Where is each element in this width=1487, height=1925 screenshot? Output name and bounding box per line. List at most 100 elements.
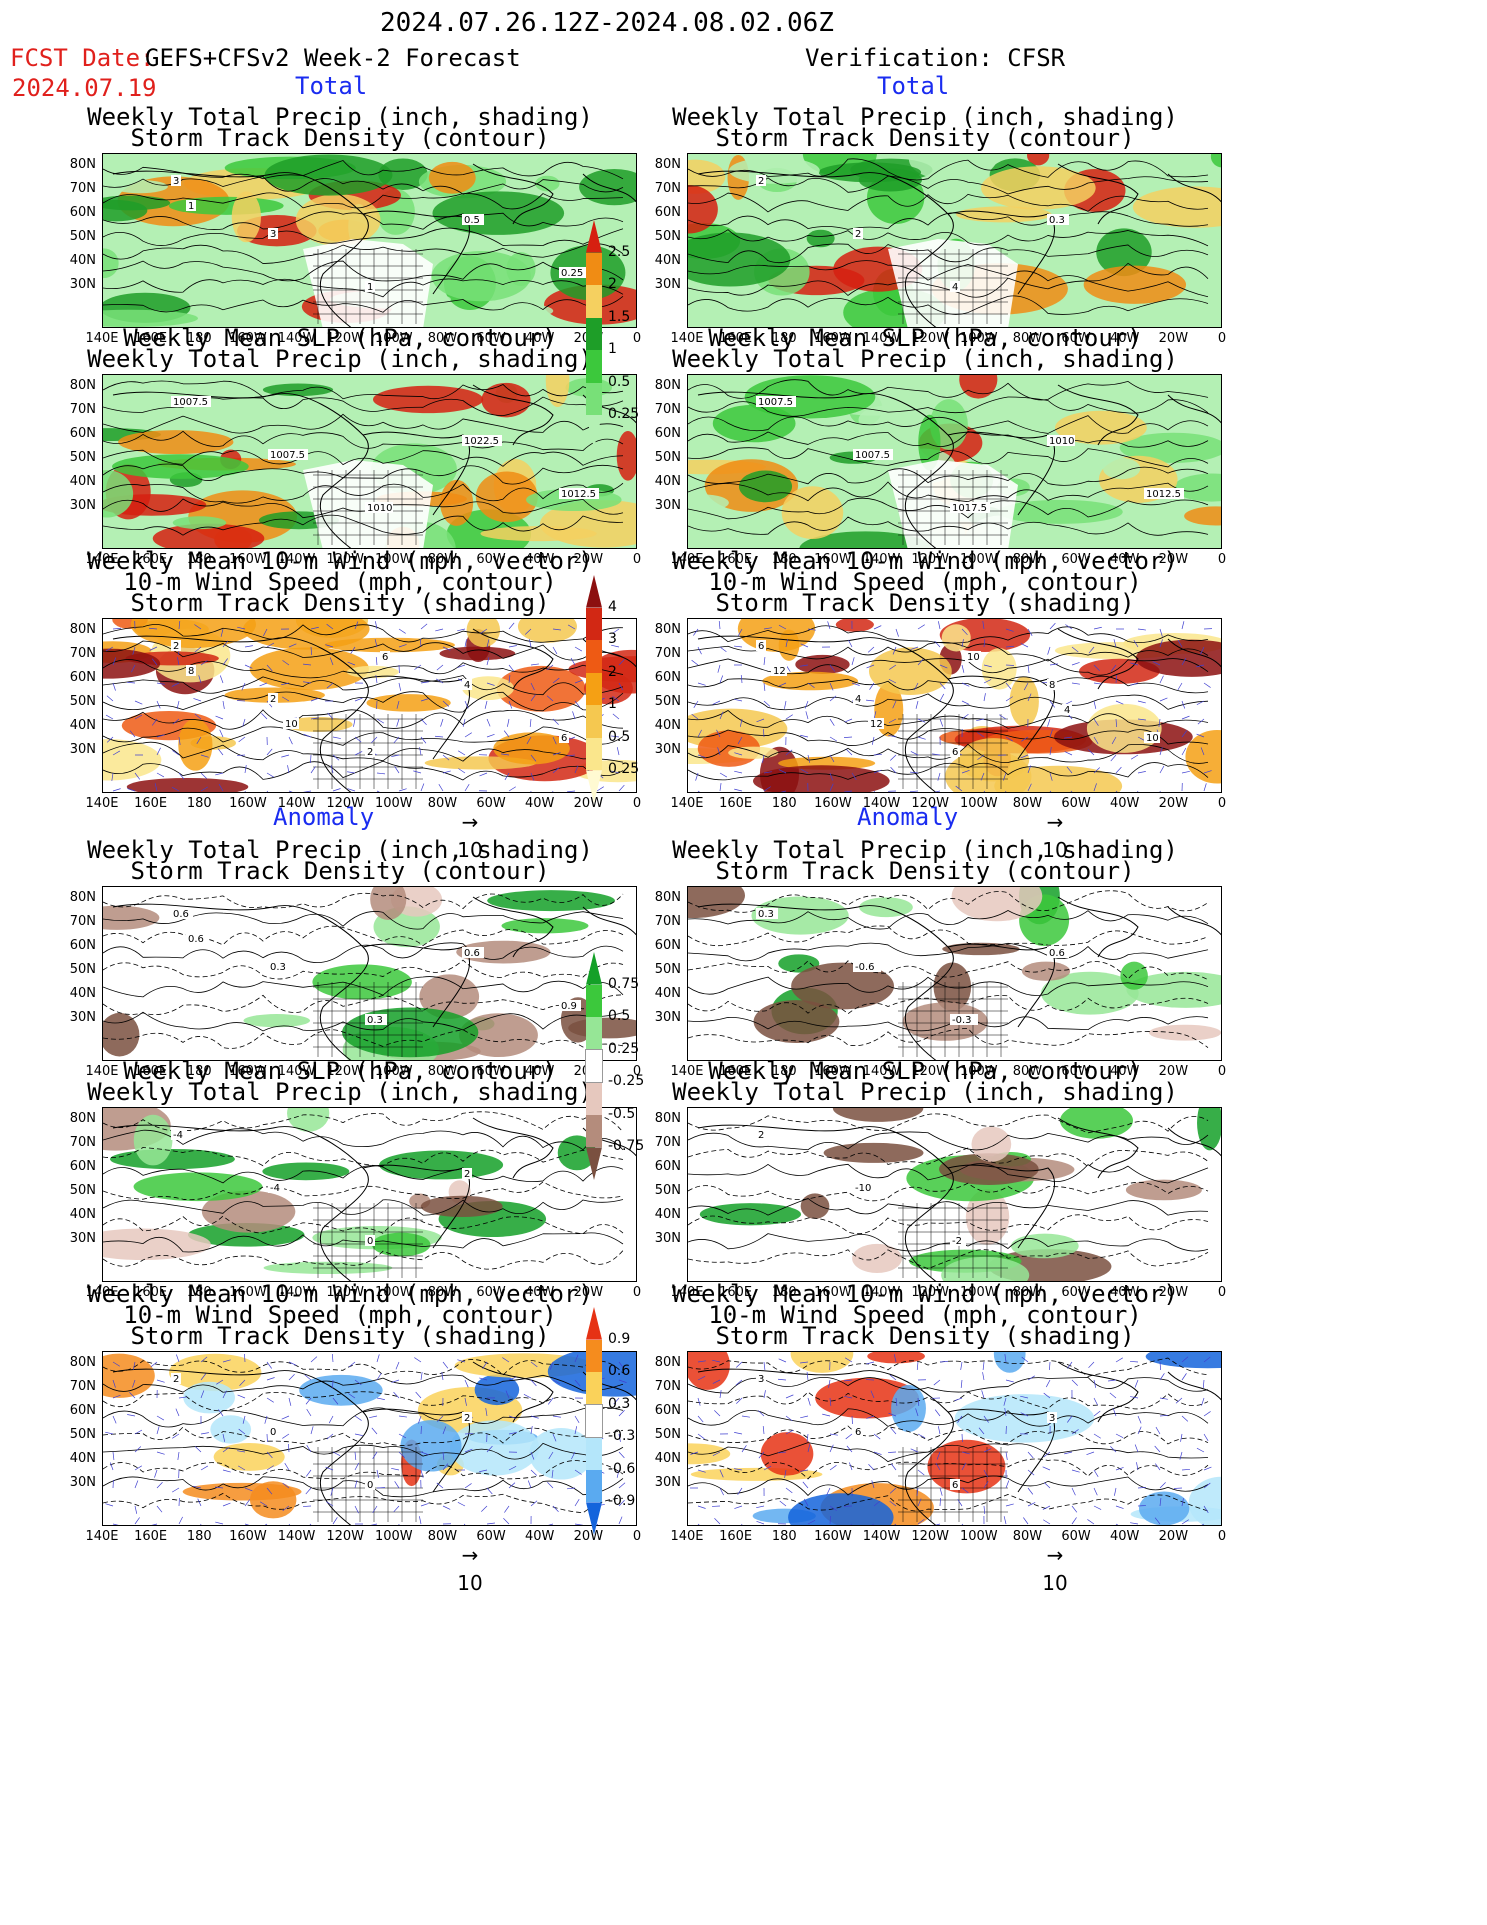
map-panel-o4: 2 -10 -2	[687, 1107, 1222, 1282]
x-tick-o0-3: 160W	[814, 331, 852, 346]
contour-line	[688, 743, 1209, 764]
shade-blob	[111, 179, 168, 194]
wind-vector	[1181, 770, 1190, 774]
wind-vector	[844, 1379, 853, 1382]
vector-ref-value-o5: 10	[1042, 1571, 1068, 1595]
contour-line	[688, 693, 1209, 711]
shade-blob	[568, 656, 636, 683]
colorbar-precip-total-seg	[586, 382, 602, 416]
colorbar-precip-total-label-3: 1	[608, 341, 617, 358]
contour-label: 0	[367, 1480, 373, 1491]
wind-vector	[354, 697, 363, 702]
wind-vector	[939, 1497, 941, 1507]
wind-vector	[259, 682, 268, 687]
contour-line	[688, 960, 1209, 981]
wind-vector	[1093, 682, 1102, 685]
wind-vector	[567, 754, 576, 757]
wind-vector	[112, 682, 116, 691]
shade-blob	[517, 619, 577, 643]
x-tick-o5-3: 160W	[814, 1529, 852, 1544]
wind-vector	[866, 1415, 875, 1419]
wind-vector	[414, 1357, 422, 1363]
map-panel-f3: 0.6 0.3 0.3 0.6 0.9 0.6	[102, 886, 637, 1061]
wind-vector	[244, 1523, 250, 1525]
wind-vector	[330, 765, 334, 774]
wind-vector	[375, 675, 378, 684]
wind-vector	[391, 754, 400, 758]
wind-vector	[697, 1360, 706, 1363]
x-tick-o0-11: 0	[1217, 331, 1227, 346]
contour-label: 1	[188, 201, 194, 212]
x-tick-f2-11: 0	[632, 796, 642, 811]
wind-vector	[347, 661, 356, 666]
wind-vector	[1071, 1517, 1077, 1525]
wind-vector	[149, 646, 158, 651]
wind-vector	[827, 621, 831, 630]
wind-vector	[552, 718, 559, 725]
contour-line	[688, 728, 1209, 746]
wind-vector	[618, 1451, 625, 1459]
x-tick-f5-10: 20W	[573, 1529, 604, 1544]
shade-blob	[103, 1012, 140, 1057]
wind-vector	[464, 1483, 472, 1489]
colorbar-storm-total-seg	[586, 737, 602, 771]
wind-vector	[939, 1361, 949, 1363]
wind-vector	[479, 1469, 488, 1473]
wind-vector	[829, 1444, 834, 1453]
shade-blob	[791, 962, 895, 1010]
x-tick-f0-6: 100W	[374, 331, 413, 346]
wind-vector	[613, 1397, 620, 1405]
y-tick-o0-5: 30N	[654, 277, 681, 292]
contour-label: 0.6	[173, 909, 189, 920]
contour-label: 1012.5	[1146, 489, 1181, 500]
wind-vector	[112, 1361, 120, 1367]
wind-vector	[697, 729, 702, 738]
wind-vector	[844, 718, 853, 723]
shade-blob	[1027, 154, 1050, 166]
wind-vector	[574, 1415, 580, 1424]
wind-vector	[151, 658, 158, 666]
wind-vector	[547, 1482, 554, 1489]
wind-vector	[1175, 1397, 1183, 1404]
wind-vector	[526, 736, 532, 745]
wind-vector	[574, 646, 583, 652]
contour-label: 2	[270, 694, 276, 705]
wind-vector	[172, 1433, 180, 1439]
wind-vector	[129, 730, 136, 738]
shade-blob	[496, 665, 586, 712]
x-tick-f0-1: 160E	[134, 331, 168, 346]
wind-vector	[200, 1390, 205, 1399]
wind-vector	[347, 771, 356, 774]
shade-blob	[1173, 473, 1221, 502]
shade-blob	[795, 654, 850, 675]
shade-blob	[688, 494, 729, 511]
wind-vector	[983, 679, 992, 684]
x-tick-f3-0: 140E	[85, 1064, 119, 1079]
wind-vector	[889, 754, 897, 761]
contour-label: 10	[1146, 733, 1159, 744]
wind-vector	[961, 1462, 967, 1471]
y-tick-o2-5: 30N	[654, 742, 681, 757]
colorbar-precip-anom-seg	[586, 1017, 602, 1050]
wind-vector	[697, 1415, 704, 1423]
colorbar-precip-anom-seg	[586, 1082, 602, 1115]
wind-vector	[354, 736, 362, 743]
shade-blob	[481, 382, 531, 418]
shade-blob	[971, 1126, 1012, 1162]
wind-vector	[734, 788, 743, 792]
wind-vector	[106, 695, 114, 702]
wind-vector	[778, 769, 787, 774]
shade-blob	[699, 1203, 802, 1226]
y-tick-f1-4: 40N	[69, 474, 96, 489]
wind-vector	[1111, 736, 1117, 745]
wind-vector	[895, 628, 899, 637]
panel-title-o2-0: Weekly Mean 10-m Wind (mph, vector)	[672, 547, 1178, 575]
x-tick-f3-11: 0	[632, 1064, 642, 1079]
shade-blob	[103, 1353, 155, 1398]
wind-vector	[574, 1354, 579, 1363]
wind-vector	[866, 1361, 875, 1365]
wind-vector	[215, 772, 224, 776]
wind-vector	[464, 1379, 469, 1388]
wind-vector	[266, 748, 273, 756]
wind-vector	[873, 769, 882, 774]
